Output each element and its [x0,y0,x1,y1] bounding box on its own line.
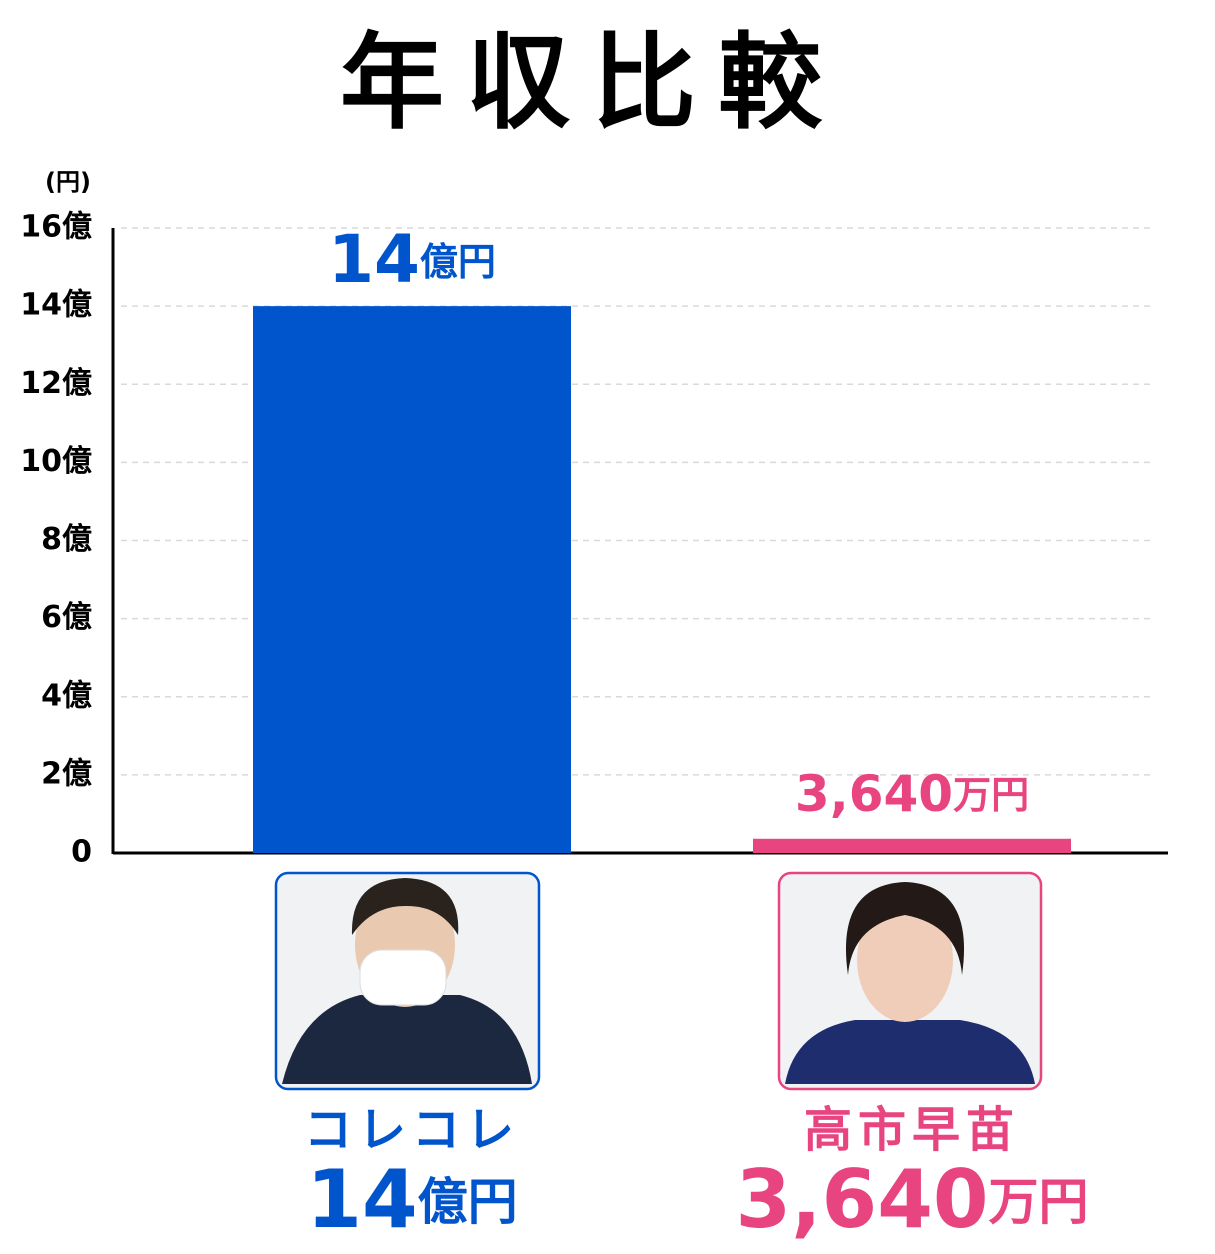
y-tick-label: 16億 [20,210,92,245]
y-tick-label: 10億 [20,444,92,479]
y-tick-label: 8億 [41,522,92,557]
photo-frame [274,871,541,1091]
category-label: コレコレ [304,1102,520,1158]
y-tick-label: 12億 [20,366,92,401]
value-label: 3,640万円 [795,764,1029,822]
chart-title: 年収比較 [340,21,844,143]
y-tick-label: 4億 [41,678,92,713]
category-label: 高市早苗 [804,1102,1020,1158]
value-label: 14億円 [328,221,496,298]
y-tick-label: 0 [71,835,92,870]
photo-frame [777,871,1043,1091]
y-tick-label: 2億 [41,756,92,791]
amount-label: 3,640万円 [735,1153,1088,1246]
y-unit: (円) [45,168,91,196]
bar [253,306,571,853]
y-tick-label: 6億 [41,600,92,635]
bar [753,838,1071,853]
amount-label: 14億円 [306,1153,517,1246]
y-tick-label: 14億 [20,288,92,323]
